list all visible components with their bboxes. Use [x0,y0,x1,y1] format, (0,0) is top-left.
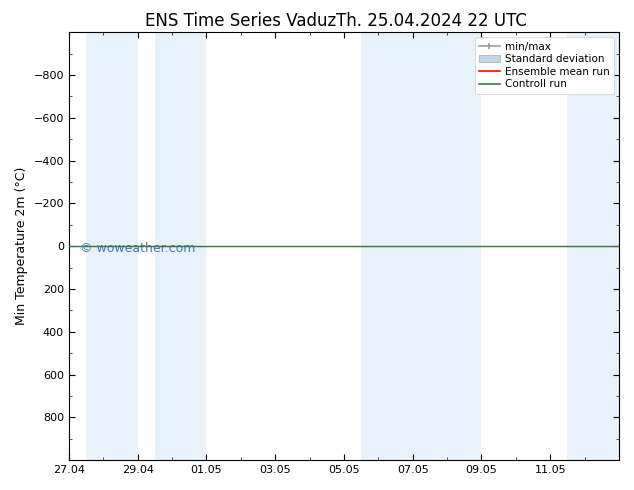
Bar [567,32,619,460]
Text: © woweather.com: © woweather.com [80,242,195,255]
Bar [155,32,207,460]
Bar [86,32,138,460]
Text: ENS Time Series Vaduz: ENS Time Series Vaduz [145,12,337,30]
Legend: min/max, Standard deviation, Ensemble mean run, Controll run: min/max, Standard deviation, Ensemble me… [475,37,614,94]
Y-axis label: Min Temperature 2m (°C): Min Temperature 2m (°C) [15,167,28,325]
Bar [361,32,430,460]
Text: Th. 25.04.2024 22 UTC: Th. 25.04.2024 22 UTC [335,12,527,30]
Bar [430,32,481,460]
